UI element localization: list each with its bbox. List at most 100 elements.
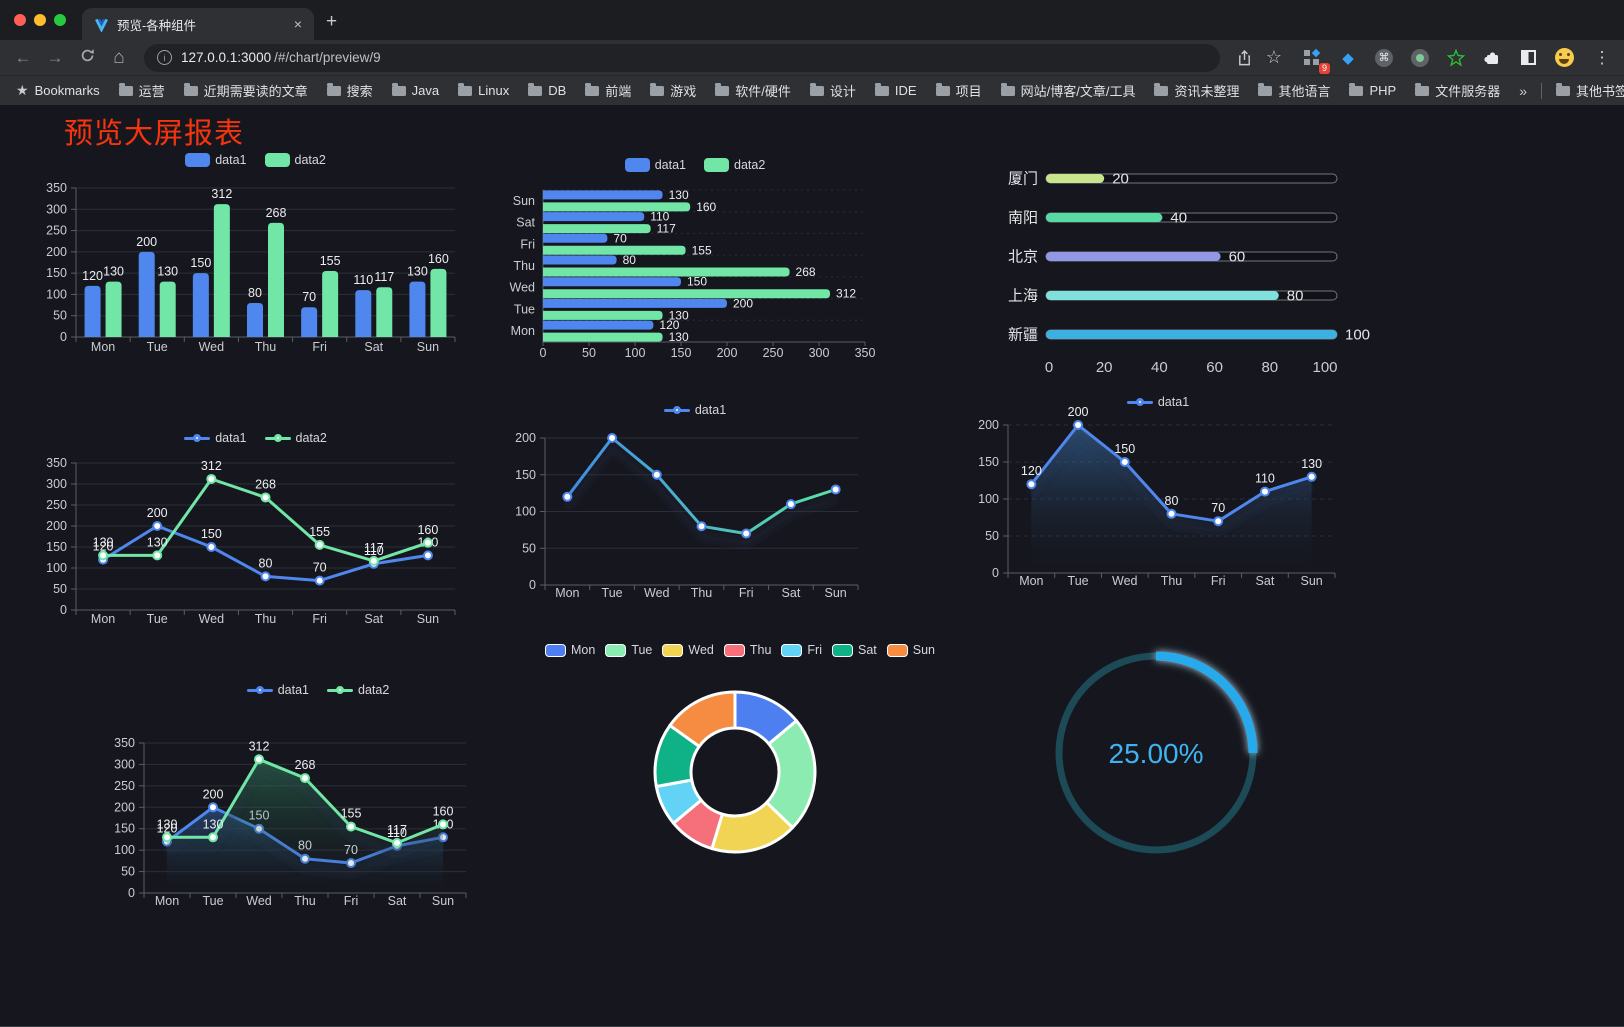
gem-extension-icon[interactable]: ◆ [1342, 49, 1354, 67]
bookmark-folder[interactable]: 运营 [118, 81, 165, 100]
extension-grid-icon[interactable]: 9 [1300, 46, 1330, 74]
minimize-window-button[interactable] [34, 14, 46, 26]
legend-item-data1[interactable]: data1 [1126, 395, 1189, 409]
command-extension-icon[interactable]: ⌘ [1372, 46, 1396, 70]
bookmark-folder[interactable]: 资讯未整理 [1154, 81, 1239, 100]
bookmark-folder[interactable]: 其他语言 [1258, 81, 1330, 100]
recorder-extension-icon[interactable] [1408, 46, 1432, 70]
legend-item-data2[interactable]: data2 [327, 683, 389, 697]
reload-icon[interactable] [74, 47, 100, 69]
svg-text:200: 200 [147, 506, 168, 520]
bookmark-star-icon[interactable]: ☆ [1265, 47, 1283, 67]
legend-item-Wed[interactable]: Wed [662, 643, 714, 657]
browser-tab[interactable]: 预览-各种组件 × [82, 8, 314, 40]
bookmark-label: 前端 [605, 84, 632, 99]
legend-item-Fri[interactable]: Fri [781, 643, 822, 657]
svg-text:Wed: Wed [199, 612, 225, 626]
legend-item-data1[interactable]: data1 [184, 431, 247, 445]
progress-bar-chart-canvas: 厦门 20 南阳 40 北京 60 上海 80 新疆 100 0 20 40 60 80 100 [1008, 171, 1370, 377]
svg-text:Sun: Sun [432, 894, 454, 908]
legend-item-Thu[interactable]: Thu [723, 643, 771, 657]
svg-text:130: 130 [669, 308, 689, 322]
svg-text:0: 0 [992, 566, 999, 580]
emoji-face-glyph [1554, 48, 1574, 67]
gradient-line-chart-legend: data1 [505, 400, 885, 420]
legend-item-Sat[interactable]: Sat [832, 643, 877, 657]
bookmark-folder[interactable]: 文件服务器 [1415, 81, 1500, 100]
back-icon[interactable]: ← [14, 47, 32, 67]
tab-close-icon[interactable]: × [293, 16, 302, 32]
split-square-extension-icon[interactable] [1516, 46, 1540, 70]
svg-text:150: 150 [114, 822, 135, 836]
svg-text:120: 120 [93, 540, 114, 554]
bookmarks-overflow-icon[interactable]: » [1519, 82, 1528, 99]
svg-text:130: 130 [669, 188, 689, 202]
bookmark-folder[interactable]: 网站/博客/文章/工具 [1000, 81, 1135, 100]
legend-item-data2[interactable]: data2 [704, 158, 765, 172]
svg-text:0: 0 [540, 346, 547, 360]
svg-text:70: 70 [1211, 501, 1225, 515]
bookmark-folder[interactable]: DB [528, 82, 566, 98]
bookmark-folder[interactable]: 搜索 [326, 81, 373, 100]
emoji-extension-icon[interactable] [1552, 46, 1576, 70]
svg-text:150: 150 [671, 346, 692, 360]
puzzle-glyph [1484, 51, 1498, 64]
share-icon[interactable] [1232, 46, 1256, 70]
svg-text:Tue: Tue [147, 340, 168, 354]
gauge-chart: 25.00% [1040, 640, 1275, 870]
bookmark-folder[interactable]: Linux [458, 82, 509, 98]
legend-label: Mon [570, 643, 596, 657]
horizontal-bar-chart: data1 data2 0 50 100 150 200 250 300 350 Sun 130 160… [505, 155, 885, 370]
svg-text:Wed: Wed [510, 281, 536, 295]
command-glyph: ⌘ [1375, 48, 1393, 67]
other-bookmarks[interactable]: 其他书签 [1556, 81, 1624, 100]
gauge-value-label: 25.00% [1109, 738, 1204, 769]
gradient-line-chart-canvas: 0 50 100 150 200 Mon Tue Wed Thu Fri Sat Sun [515, 431, 859, 600]
bookmark-folder[interactable]: 近期需要读的文章 [183, 81, 308, 100]
legend-item-data1[interactable]: data1 [663, 403, 726, 417]
svg-text:150: 150 [687, 275, 707, 289]
forward-icon[interactable]: → [46, 47, 64, 67]
puzzle-extensions-icon[interactable] [1480, 46, 1504, 70]
folder-icon [528, 82, 543, 96]
bookmark-folder[interactable]: 软件/硬件 [715, 81, 791, 100]
site-info-icon[interactable]: i [157, 50, 172, 65]
legend-item-data1[interactable]: data1 [624, 158, 686, 172]
tab-favicon [95, 18, 108, 32]
home-icon[interactable]: ⌂ [113, 46, 125, 68]
svg-text:南阳: 南阳 [1008, 210, 1038, 227]
legend-item-Mon[interactable]: Mon [544, 643, 596, 657]
bookmark-folder[interactable]: IDE [874, 82, 917, 98]
svg-text:312: 312 [211, 187, 232, 201]
browser-menu-icon[interactable]: ⋮ [1593, 47, 1611, 67]
bookmark-folder[interactable]: 游戏 [650, 81, 696, 100]
svg-text:110: 110 [364, 544, 384, 558]
svg-text:70: 70 [613, 231, 627, 245]
legend-item-data2[interactable]: data2 [264, 153, 326, 167]
bookmark-label: 近期需要读的文章 [203, 84, 308, 99]
browser-toolbar: ← → ⌂ i 127.0.0.1:3000/#/chart/preview/9… [0, 40, 1624, 75]
bookmark-folder[interactable]: 项目 [935, 81, 982, 100]
bookmark-folder[interactable]: Java [391, 82, 439, 98]
legend-marker [544, 643, 566, 657]
svg-text:155: 155 [309, 525, 330, 539]
legend-item-data1[interactable]: data1 [246, 683, 309, 697]
star-extension-icon[interactable] [1444, 46, 1468, 70]
bookmark-folder[interactable]: PHP [1349, 82, 1396, 98]
traffic-lights [14, 14, 66, 26]
close-window-button[interactable] [14, 14, 26, 26]
donut-pie-chart-canvas [653, 690, 817, 854]
legend-item-Tue[interactable]: Tue [605, 643, 652, 657]
legend-item-data1[interactable]: data1 [185, 153, 247, 167]
bookmarks-root[interactable]: ★ Bookmarks [16, 82, 100, 99]
svg-text:150: 150 [201, 527, 222, 541]
url-bar[interactable]: i 127.0.0.1:3000/#/chart/preview/9 [144, 43, 1220, 72]
new-tab-button[interactable]: + [326, 11, 338, 32]
bookmark-folder[interactable]: 前端 [585, 81, 631, 100]
bookmark-folder[interactable]: 设计 [809, 81, 856, 100]
legend-item-Sun[interactable]: Sun [886, 643, 935, 657]
legend-item-data2[interactable]: data2 [264, 431, 327, 445]
svg-text:40: 40 [1151, 359, 1168, 376]
zoom-window-button[interactable] [54, 14, 66, 26]
bookmarks-bar: ★ Bookmarks 运营 近期需要读的文章 搜索 Java Linux DB 前端 游戏 软件/… [0, 75, 1624, 105]
